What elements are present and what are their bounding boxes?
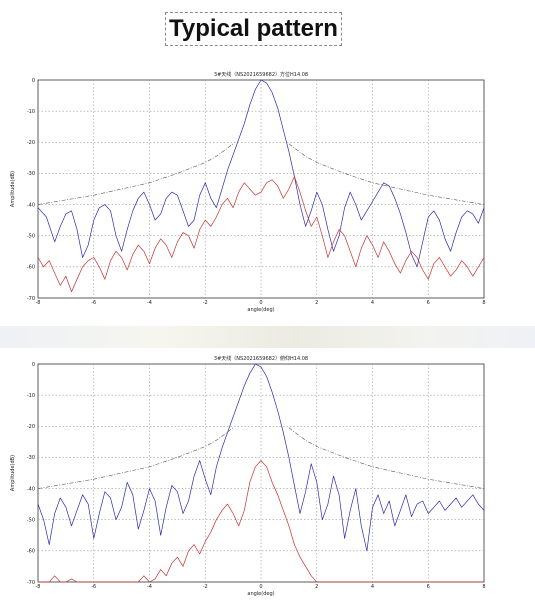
cross-pattern-line bbox=[38, 460, 484, 583]
y-tick-label: -30 bbox=[27, 171, 35, 177]
y-tick-label: -70 bbox=[27, 580, 35, 586]
x-tick-label: 0 bbox=[259, 584, 262, 590]
y-tick-label: 0 bbox=[32, 78, 35, 84]
measured-pattern-line bbox=[37, 79, 485, 268]
x-tick-label: -8 bbox=[36, 584, 41, 590]
x-tick-label: 6 bbox=[427, 300, 430, 306]
x-tick-label: 4 bbox=[371, 300, 374, 306]
x-axis-label: angle(deg) bbox=[247, 307, 274, 313]
x-tick-label: 4 bbox=[371, 584, 374, 590]
y-tick-label: 0 bbox=[32, 362, 35, 368]
chart-title: 3#天线（NS2021659682）方位H14.08 bbox=[214, 71, 308, 78]
measured-pattern-line bbox=[37, 363, 485, 552]
cross-pattern-line bbox=[37, 176, 485, 293]
azimuth-pattern-chart: -8 -6 -4 -2 0 2 4 6 8 0 -10 -20 -30 -40 -50 -60 -70 3#天线（… bbox=[0, 62, 535, 324]
x-tick-label: -8 bbox=[36, 300, 41, 306]
azimuth-pattern-plot: -8 -6 -4 -2 0 2 4 6 80-10-20-30-40-50-60-703#天线（… bbox=[10, 71, 486, 313]
chart-title: 3#天线（NS2021659682）俯仰H14.08 bbox=[214, 355, 308, 362]
y-axis-label: Amplitude(dB) bbox=[10, 455, 16, 491]
x-tick-label: -2 bbox=[203, 584, 208, 590]
y-tick-label: -20 bbox=[27, 140, 35, 146]
x-tick-label: 6 bbox=[427, 584, 430, 590]
y-axis-label: Amplitude(dB) bbox=[10, 171, 16, 207]
x-tick-label: -4 bbox=[147, 300, 152, 306]
y-tick-label: -40 bbox=[27, 202, 35, 208]
y-tick-label: -40 bbox=[27, 486, 35, 492]
elevation-pattern-chart: -8 -6 -4 -2 0 2 4 6 8 0 -10 -20 -30 -40 -50 -60 -70 3#天线（… bbox=[0, 346, 535, 608]
x-tick-label: -4 bbox=[147, 584, 152, 590]
y-tick-label: -10 bbox=[27, 393, 35, 399]
y-tick-label: -70 bbox=[27, 296, 35, 302]
x-tick-label: 8 bbox=[482, 300, 485, 306]
envelope-line bbox=[288, 427, 485, 489]
y-tick-label: -50 bbox=[27, 518, 35, 524]
y-tick-label: -60 bbox=[27, 549, 35, 555]
x-tick-label: -2 bbox=[203, 300, 208, 306]
y-tick-label: -30 bbox=[27, 455, 35, 461]
y-tick-label: -60 bbox=[27, 265, 35, 271]
x-tick-label: -6 bbox=[91, 584, 96, 590]
x-axis-label: angle(deg) bbox=[247, 591, 274, 597]
envelope-line bbox=[37, 427, 234, 489]
decorative-background-band bbox=[0, 326, 535, 348]
x-tick-label: 8 bbox=[482, 584, 485, 590]
y-tick-label: -50 bbox=[27, 234, 35, 240]
x-tick-label: 2 bbox=[315, 584, 318, 590]
y-tick-label: -20 bbox=[27, 424, 35, 430]
x-tick-label: -6 bbox=[91, 300, 96, 306]
y-tick-label: -10 bbox=[27, 109, 35, 115]
x-tick-label: 0 bbox=[259, 300, 262, 306]
slide-title: Typical pattern bbox=[165, 12, 342, 46]
envelope-line bbox=[37, 143, 234, 205]
elevation-pattern-plot: -8 -6 -4 -2 0 2 4 6 80-10-20-30-40-50-60-703#天线（… bbox=[10, 355, 486, 597]
x-tick-label: 2 bbox=[315, 300, 318, 306]
envelope-line bbox=[288, 143, 485, 205]
